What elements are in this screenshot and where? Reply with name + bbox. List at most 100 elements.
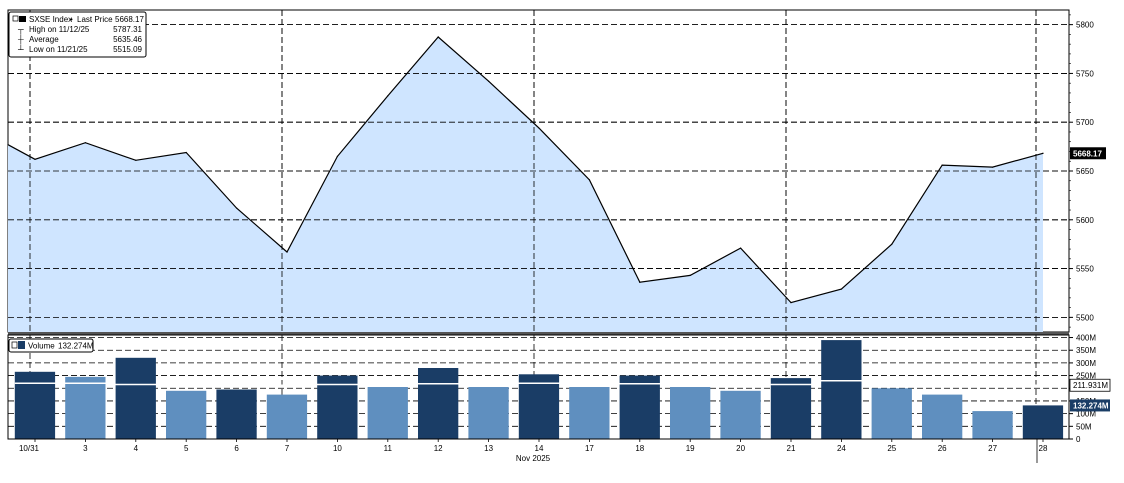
- price-point: [7, 144, 9, 146]
- legend-low-value: 5515.09: [113, 45, 142, 54]
- volume-bar: [922, 394, 963, 439]
- x-month-label: Nov 2025: [516, 454, 551, 463]
- price-panel: 5800 5750 5700 5650 5600 5550 5500 5668.17: [7, 9, 1106, 333]
- price-point: [1042, 152, 1044, 154]
- x-tick-label: 25: [887, 444, 896, 453]
- volume-bar: [871, 388, 912, 439]
- volume-bar: [216, 389, 257, 439]
- volume-y-tick-label: 100M: [1076, 410, 1096, 419]
- price-area-fill: [8, 37, 1043, 332]
- volume-legend-toggle-icon[interactable]: [11, 341, 18, 349]
- volume-bar: [317, 375, 358, 439]
- price-point: [236, 207, 238, 209]
- price-y-tick-label: 5500: [1076, 313, 1094, 322]
- price-y-tick-label: 5650: [1076, 167, 1094, 176]
- x-tick-label: 18: [635, 444, 644, 453]
- low-marker-icon: ┴: [17, 44, 24, 54]
- volume-bar: [770, 378, 812, 439]
- average-marker-icon: ┼: [17, 34, 24, 45]
- price-y-tick-label: 5600: [1076, 216, 1094, 225]
- last-price-badge-text: 5668.17: [1073, 149, 1102, 158]
- volume-y-tick-label: 350M: [1076, 346, 1096, 355]
- price-point: [588, 179, 591, 181]
- volume-bar: [518, 374, 560, 439]
- x-tick-label: 7: [285, 444, 290, 453]
- volume-bar: [166, 390, 207, 439]
- volume-panel: 400M350M300M250M200M150M100M50M0 211.931…: [7, 334, 1111, 444]
- volume-y-tick-label: 300M: [1076, 359, 1096, 368]
- x-tick-label: 13: [484, 444, 493, 453]
- price-point: [34, 158, 36, 160]
- price-legend: SXSE Index • Last Price 5668.17 ┬ High o…: [8, 11, 147, 58]
- legend-last-value: 5668.17: [115, 15, 144, 24]
- price-y-tick-label: 5750: [1076, 69, 1094, 78]
- volume-average-badge-text: 211.931M: [1073, 381, 1108, 390]
- legend-toggle-icon[interactable]: [12, 15, 19, 22]
- legend-series-name: SXSE Index: [29, 15, 72, 24]
- price-point: [286, 251, 288, 253]
- price-point: [992, 166, 994, 168]
- price-legend-box: [8, 11, 147, 58]
- x-tick-label: 3: [83, 444, 88, 453]
- price-line: [7, 36, 1044, 304]
- volume-bar: [1022, 405, 1064, 439]
- x-tick-label: 17: [585, 444, 594, 453]
- price-point: [437, 36, 439, 38]
- volume-bar: [619, 375, 660, 439]
- price-point: [639, 281, 641, 283]
- volume-legend-box: [8, 338, 94, 353]
- x-tick-label: 14: [535, 444, 544, 453]
- volume-average-badge-box: [1069, 378, 1111, 392]
- x-tick-label: 12: [434, 444, 443, 453]
- volume-bars: [14, 340, 1064, 439]
- x-tick-label: 10: [333, 444, 342, 453]
- volume-legend-label: Volume: [28, 342, 55, 351]
- price-point: [84, 142, 86, 144]
- volume-average-line: [14, 379, 1064, 387]
- volume-y-tick-label: 400M: [1076, 334, 1096, 343]
- x-tick-label: 5: [184, 444, 189, 453]
- price-area-series: [7, 10, 1069, 332]
- legend-average-value: 5635.46: [113, 35, 142, 44]
- volume-legend: Volume 132.274M: [8, 338, 94, 353]
- volume-bar: [14, 371, 56, 439]
- volume-bar: [670, 387, 711, 439]
- volume-bar: [418, 368, 459, 439]
- volume-bar: [972, 411, 1013, 439]
- volume-bar: [266, 394, 308, 439]
- x-axis: 10/31 3 4 5 6 7 10 11 12 13 14 17 18 19 20 21 24 25 26 27 28…: [8, 438, 1069, 463]
- price-point: [790, 302, 792, 304]
- high-marker-icon: ┬: [17, 25, 24, 35]
- x-tick-label: 6: [234, 444, 239, 453]
- price-point: [538, 127, 540, 129]
- price-y-tick-label: 5550: [1076, 265, 1094, 274]
- legend-high-label: High on 11/12/25: [29, 25, 90, 34]
- price-point: [135, 159, 137, 161]
- volume-bar: [720, 390, 761, 439]
- volume-y-tick-label: 0: [1076, 435, 1081, 444]
- x-tick-label: 26: [938, 444, 947, 453]
- x-tick-label: 19: [686, 444, 695, 453]
- x-tick-label: 24: [837, 444, 846, 453]
- volume-bar: [65, 376, 106, 439]
- last-price-badge-box: [1070, 147, 1106, 160]
- price-point: [488, 80, 490, 82]
- price-point: [941, 164, 943, 166]
- price-y-tick-label: 5700: [1076, 118, 1094, 127]
- x-tick-label: 21: [787, 444, 796, 453]
- price-point: [740, 247, 742, 249]
- volume-last-badge-text: 132.274M: [1073, 401, 1109, 410]
- price-point: [840, 288, 843, 290]
- series-color-icon: [19, 16, 26, 22]
- price-point: [891, 243, 893, 245]
- panel-divider: [8, 332, 1069, 335]
- last-price-badge: 5668.17: [1070, 147, 1106, 160]
- volume-bar: [367, 387, 408, 439]
- legend-last-label: Last Price: [77, 15, 113, 24]
- x-tick-label: 28: [1039, 444, 1048, 453]
- price-point: [336, 155, 338, 157]
- volume-y-tick-label: 250M: [1076, 372, 1096, 381]
- x-tick-label: 11: [384, 444, 393, 453]
- volume-color-icon: [18, 341, 25, 349]
